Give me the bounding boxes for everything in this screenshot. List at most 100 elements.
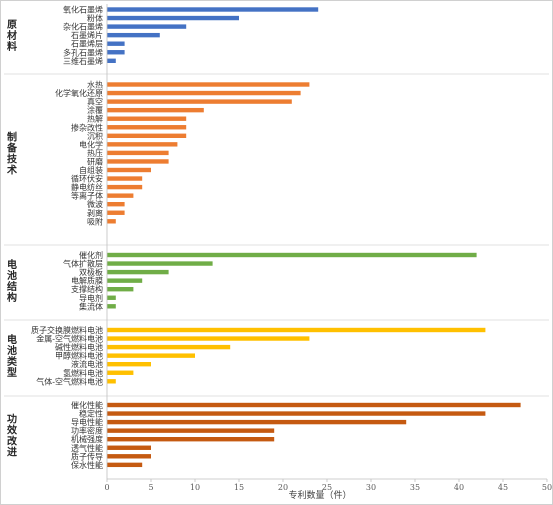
category-label-1-5: 掺杂改性 bbox=[71, 122, 103, 132]
category-label-1-16: 吸附 bbox=[87, 216, 103, 226]
bar-1-12 bbox=[107, 184, 143, 190]
bar-0-1 bbox=[107, 15, 239, 21]
category-label-1-2: 真空 bbox=[87, 97, 103, 107]
category-label-0-4: 石墨烯层 bbox=[71, 39, 103, 49]
bar-1-11 bbox=[107, 176, 143, 181]
bars-layer bbox=[107, 7, 521, 468]
bar-1-1 bbox=[107, 90, 301, 96]
bar-3-0 bbox=[107, 327, 486, 333]
category-label-0-1: 粉体 bbox=[87, 13, 103, 23]
bar-1-7 bbox=[107, 142, 178, 147]
category-label-3-1: 金属-空气燃料电池 bbox=[36, 334, 103, 344]
category-label-4-3: 功率密度 bbox=[71, 426, 103, 436]
category-label-3-6: 气体-空气燃料电池 bbox=[36, 376, 103, 386]
bar-4-2 bbox=[107, 419, 407, 425]
category-labels-layer: 氧化石墨烯粉体杂化石墨烯石墨烯片石墨烯层多孔石墨烯三维石墨烯水热化学氧化还原真空… bbox=[31, 5, 103, 470]
bar-1-10 bbox=[107, 167, 151, 173]
bar-3-4 bbox=[107, 362, 151, 367]
category-label-0-6: 三维石墨烯 bbox=[63, 56, 103, 66]
category-label-0-5: 多孔石墨烯 bbox=[63, 47, 103, 57]
x-tick-label-2: 10 bbox=[190, 483, 200, 492]
x-axis-label: 专利数量（件） bbox=[288, 489, 351, 501]
bar-4-4 bbox=[107, 437, 275, 442]
category-label-4-7: 保水性能 bbox=[71, 460, 103, 470]
x-tick-label-4: 20 bbox=[278, 483, 288, 492]
category-label-2-3: 电解质膜 bbox=[71, 276, 103, 286]
group-label-1: 制备技术 bbox=[6, 130, 18, 176]
category-label-1-14: 微波 bbox=[87, 199, 103, 209]
bar-2-6 bbox=[107, 304, 116, 309]
x-tick-label-5: 25 bbox=[322, 483, 332, 492]
category-label-1-12: 静电纺丝 bbox=[71, 182, 103, 192]
bar-4-6 bbox=[107, 454, 151, 459]
category-label-3-4: 液流电池 bbox=[71, 359, 103, 369]
bar-1-13 bbox=[107, 193, 134, 198]
category-label-4-5: 透气性能 bbox=[71, 443, 103, 453]
x-tick-label-1: 5 bbox=[148, 483, 153, 492]
bar-2-4 bbox=[107, 287, 134, 292]
bar-2-3 bbox=[107, 278, 143, 283]
bar-3-6 bbox=[107, 379, 116, 384]
category-label-2-1: 气体扩散层 bbox=[63, 259, 103, 269]
category-label-2-4: 支撑结构 bbox=[71, 284, 103, 294]
bar-4-0 bbox=[107, 402, 521, 408]
category-label-0-3: 石墨烯片 bbox=[71, 30, 103, 40]
bar-3-5 bbox=[107, 370, 134, 375]
bar-0-0 bbox=[107, 7, 319, 12]
bar-4-3 bbox=[107, 428, 275, 433]
bar-0-6 bbox=[107, 58, 116, 63]
bar-1-8 bbox=[107, 150, 169, 156]
category-label-1-11: 循环伏安 bbox=[71, 174, 103, 184]
bar-4-7 bbox=[107, 462, 143, 468]
bar-1-6 bbox=[107, 133, 187, 138]
category-label-1-1: 化学氧化还原 bbox=[55, 88, 103, 98]
bar-3-3 bbox=[107, 353, 195, 358]
x-tick-label-3: 15 bbox=[234, 483, 244, 492]
category-label-1-10: 自组装 bbox=[79, 165, 103, 175]
category-label-4-1: 稳定性 bbox=[79, 409, 103, 419]
bar-1-14 bbox=[107, 202, 125, 207]
bar-2-2 bbox=[107, 269, 169, 275]
x-tick-label-10: 50 bbox=[542, 483, 552, 492]
group-label-2: 电池结构 bbox=[7, 258, 17, 304]
bar-1-0 bbox=[107, 82, 310, 87]
bar-1-16 bbox=[107, 219, 116, 224]
x-tick-label-6: 30 bbox=[366, 483, 376, 492]
bar-0-3 bbox=[107, 32, 160, 38]
category-label-1-0: 水热 bbox=[87, 80, 103, 90]
bar-3-1 bbox=[107, 336, 310, 341]
category-label-4-2: 导电性能 bbox=[71, 417, 103, 427]
category-label-4-0: 催化性能 bbox=[71, 400, 103, 410]
category-label-0-2: 杂化石墨烯 bbox=[63, 22, 103, 32]
category-label-1-15: 剥离 bbox=[87, 208, 103, 218]
group-label-0: 原材料 bbox=[7, 19, 17, 53]
bar-0-5 bbox=[107, 50, 125, 55]
category-label-2-6: 集流体 bbox=[79, 301, 103, 311]
x-tick-label-8: 40 bbox=[454, 483, 464, 492]
x-axis: 0 5 10 15 20 25 30 35 40 45 50 bbox=[4, 4, 552, 492]
category-label-3-2: 碱性燃料电池 bbox=[55, 342, 103, 352]
group-label-3: 电池类型 bbox=[7, 333, 17, 379]
category-label-1-6: 沉积 bbox=[87, 131, 103, 141]
bar-0-4 bbox=[107, 41, 125, 46]
bar-4-1 bbox=[107, 411, 486, 416]
x-tick-label-7: 35 bbox=[410, 483, 420, 492]
category-label-3-3: 甲醇燃料电池 bbox=[55, 351, 103, 361]
bar-4-5 bbox=[107, 445, 151, 450]
category-label-3-5: 氢燃料电池 bbox=[63, 368, 103, 378]
bar-0-2 bbox=[107, 24, 187, 29]
category-label-4-6: 质子传导 bbox=[71, 451, 103, 461]
bar-3-2 bbox=[107, 344, 231, 350]
category-label-2-2: 双极板 bbox=[79, 267, 103, 277]
category-label-2-0: 催化剂 bbox=[79, 250, 103, 260]
category-label-1-3: 涂覆 bbox=[87, 105, 103, 115]
category-label-1-13: 等离子体 bbox=[71, 191, 103, 201]
bar-2-1 bbox=[107, 261, 213, 266]
category-label-0-0: 氧化石墨烯 bbox=[63, 5, 103, 15]
x-tick-label-9: 45 bbox=[498, 483, 508, 492]
category-label-1-7: 电化学 bbox=[79, 139, 103, 149]
category-label-1-4: 热解 bbox=[87, 114, 103, 124]
bar-2-5 bbox=[107, 295, 116, 300]
